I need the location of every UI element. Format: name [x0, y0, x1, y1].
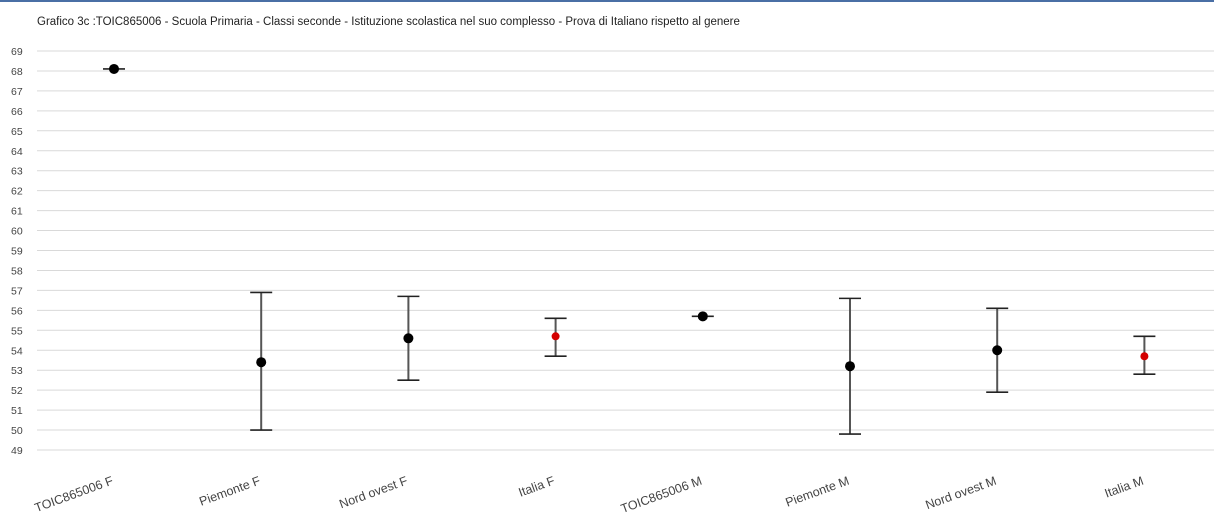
y-tick-label: 57: [11, 285, 23, 297]
y-tick-label: 62: [11, 186, 23, 198]
y-tick-label: 51: [11, 405, 23, 417]
x-tick-label: Piemonte F: [197, 474, 262, 509]
y-tick-label: 59: [11, 246, 23, 258]
x-tick-label: Nord ovest F: [337, 474, 409, 512]
y-tick-label: 68: [11, 66, 23, 78]
x-tick-label: TOIC865006 M: [619, 474, 704, 516]
y-tick-label: 63: [11, 166, 23, 178]
data-point: [256, 357, 267, 368]
y-tick-label: 52: [11, 385, 23, 397]
y-tick-label: 53: [11, 365, 23, 377]
data-point: [992, 345, 1003, 356]
x-tick-label: Italia F: [517, 474, 557, 500]
data-point: [403, 333, 414, 344]
x-tick-label: Piemonte M: [784, 474, 851, 510]
data-point: [551, 332, 560, 341]
x-tick-label: Italia M: [1103, 474, 1146, 501]
top-border: [0, 0, 1214, 2]
y-tick-label: 50: [11, 425, 23, 437]
y-tick-label: 64: [11, 146, 23, 158]
y-tick-label: 66: [11, 106, 23, 118]
y-tick-label: 56: [11, 305, 23, 317]
x-tick-label: TOIC865006 F: [33, 474, 116, 515]
y-tick-label: 58: [11, 265, 23, 277]
data-point: [109, 63, 119, 74]
y-tick-label: 60: [11, 226, 23, 238]
y-tick-label: 49: [11, 445, 23, 457]
y-tick-label: 67: [11, 86, 23, 98]
data-point: [1140, 352, 1149, 361]
data-point: [697, 311, 708, 322]
data-point: [845, 361, 855, 372]
y-tick-label: 55: [11, 325, 23, 337]
chart-title: Grafico 3c :TOIC865006 - Scuola Primaria…: [37, 16, 740, 28]
y-tick-label: 54: [11, 345, 23, 357]
y-tick-label: 69: [11, 46, 23, 58]
x-tick-label: Nord ovest M: [924, 474, 999, 513]
y-tick-label: 61: [11, 206, 23, 218]
y-tick-label: 65: [11, 126, 23, 138]
